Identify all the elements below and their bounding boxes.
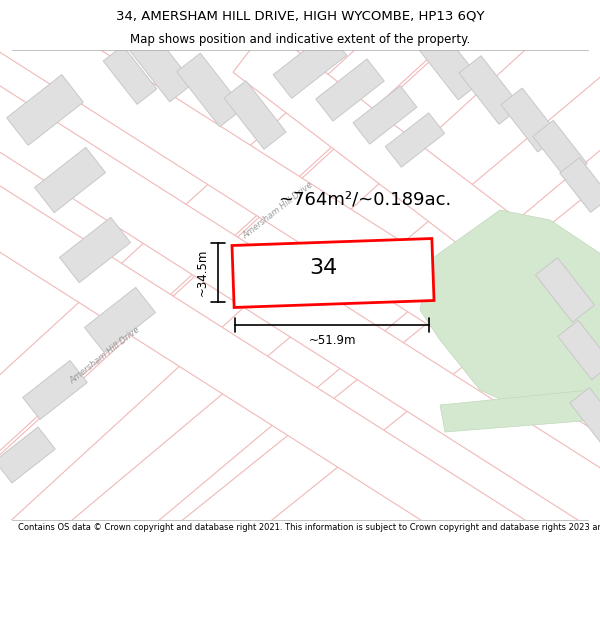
Polygon shape [420,210,600,420]
Polygon shape [533,121,587,179]
Polygon shape [35,148,106,213]
Polygon shape [0,0,600,444]
Polygon shape [418,30,482,100]
Polygon shape [62,9,600,571]
Text: Map shows position and indicative extent of the property.: Map shows position and indicative extent… [130,32,470,46]
Polygon shape [59,217,130,282]
Text: 34, AMERSHAM HILL DRIVE, HIGH WYCOMBE, HP13 6QY: 34, AMERSHAM HILL DRIVE, HIGH WYCOMBE, H… [116,9,484,22]
Text: Contains OS data © Crown copyright and database right 2021. This information is : Contains OS data © Crown copyright and d… [18,523,600,532]
Polygon shape [0,0,579,461]
Text: ~764m²/~0.189ac.: ~764m²/~0.189ac. [278,191,452,209]
Polygon shape [353,86,417,144]
Polygon shape [232,239,434,308]
Polygon shape [233,28,600,362]
Polygon shape [103,46,157,104]
Polygon shape [0,427,55,483]
Polygon shape [316,59,384,121]
Text: ~51.9m: ~51.9m [308,334,356,348]
Polygon shape [127,28,193,102]
Polygon shape [172,118,600,572]
Polygon shape [501,88,559,152]
Text: Amersham Hill Drive: Amersham Hill Drive [68,325,142,385]
Polygon shape [440,390,595,432]
Polygon shape [0,176,600,625]
Polygon shape [560,158,600,212]
Polygon shape [85,288,155,352]
Polygon shape [7,74,83,146]
Polygon shape [224,81,286,149]
Text: Amersham Hill Drive: Amersham Hill Drive [241,180,315,240]
Polygon shape [459,56,521,124]
Polygon shape [0,0,579,541]
Polygon shape [535,258,595,322]
Polygon shape [273,32,347,98]
Text: ~34.5m: ~34.5m [196,249,209,296]
Polygon shape [176,53,244,127]
Polygon shape [385,113,445,167]
Polygon shape [23,361,87,419]
Polygon shape [570,388,600,442]
Text: 34: 34 [309,258,337,278]
Polygon shape [0,76,600,544]
Polygon shape [558,321,600,379]
